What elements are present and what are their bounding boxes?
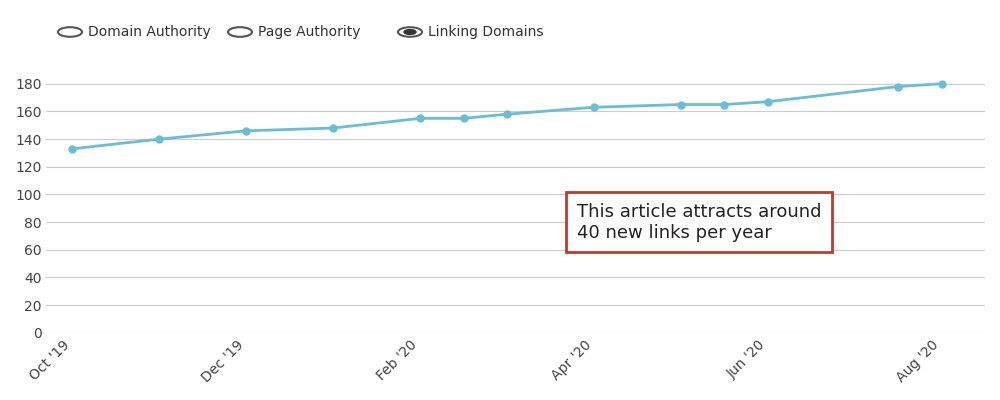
Text: Linking Domains: Linking Domains (428, 25, 544, 39)
Text: This article attracts around
40 new links per year: This article attracts around 40 new link… (577, 203, 821, 242)
Text: Page Authority: Page Authority (258, 25, 360, 39)
Text: Domain Authority: Domain Authority (88, 25, 211, 39)
